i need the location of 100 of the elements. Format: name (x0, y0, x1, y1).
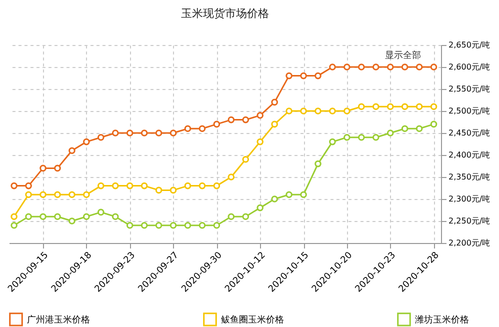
point (344, 64, 350, 70)
legend-label: 广州港玉米价格 (27, 314, 90, 326)
point (314, 108, 322, 114)
point (112, 182, 119, 190)
point (140, 182, 148, 190)
point (54, 213, 61, 220)
point (40, 213, 46, 220)
point (40, 191, 46, 198)
point (242, 156, 250, 163)
point (40, 164, 46, 172)
chart-title: 玉米现货市场价格 (181, 7, 269, 20)
point (54, 191, 61, 198)
point (358, 103, 365, 110)
point (401, 64, 408, 70)
point (228, 116, 235, 124)
point (256, 112, 264, 119)
point (155, 186, 162, 194)
point (184, 182, 192, 190)
point (271, 120, 278, 128)
point (430, 103, 438, 110)
point (256, 138, 264, 146)
point (271, 98, 278, 106)
point (213, 222, 220, 229)
point (10, 222, 18, 229)
point (155, 222, 162, 229)
point (386, 64, 394, 70)
point (430, 64, 438, 70)
point (329, 108, 336, 114)
y-tick-label: 2,250元/吨 (448, 216, 490, 226)
point (68, 147, 76, 154)
point (126, 130, 134, 136)
point (386, 130, 394, 136)
point (126, 182, 134, 190)
point (68, 191, 76, 198)
point (256, 204, 264, 212)
point (329, 64, 336, 70)
point (372, 134, 380, 141)
point (228, 213, 235, 220)
point (430, 120, 438, 128)
point (112, 213, 119, 220)
annotation: 显示全部 (385, 50, 421, 61)
y-tick-label: 2,200元/吨 (448, 238, 490, 248)
point (401, 103, 408, 110)
point (314, 72, 322, 80)
point (170, 130, 177, 136)
point (344, 134, 350, 141)
point (372, 64, 380, 70)
y-tick-label: 2,400元/吨 (448, 150, 490, 160)
legend-label: 鲅鱼圈玉米价格 (221, 314, 284, 326)
point (286, 72, 292, 80)
point (184, 125, 192, 132)
point (25, 182, 32, 190)
point (228, 174, 235, 180)
point (213, 120, 220, 128)
point (68, 218, 76, 224)
point (140, 130, 148, 136)
y-tick-label: 2,500元/吨 (448, 106, 490, 116)
y-tick-label: 2,300元/吨 (448, 194, 490, 204)
point (416, 125, 423, 132)
point (416, 103, 423, 110)
y-tick-label: 2,550元/吨 (448, 84, 490, 94)
point (358, 64, 365, 70)
point (170, 186, 177, 194)
point (25, 213, 32, 220)
point (198, 182, 206, 190)
y-tick-label: 2,600元/吨 (448, 62, 490, 72)
point (213, 182, 220, 190)
point (300, 72, 307, 80)
point (140, 222, 148, 229)
point (98, 208, 104, 216)
point (314, 160, 322, 168)
point (170, 222, 177, 229)
point (25, 191, 32, 198)
point (83, 191, 90, 198)
point (198, 125, 206, 132)
point (358, 134, 365, 141)
point (83, 213, 90, 220)
y-tick-label: 2,450元/吨 (448, 128, 490, 138)
point (300, 191, 307, 198)
point (98, 182, 104, 190)
point (198, 222, 206, 229)
point (112, 130, 119, 136)
point (54, 164, 61, 172)
point (344, 108, 350, 114)
point (98, 134, 104, 141)
legend-label: 潍坊玉米价格 (415, 314, 469, 326)
point (10, 182, 18, 190)
point (300, 108, 307, 114)
y-tick-label: 2,350元/吨 (448, 172, 490, 182)
point (372, 103, 380, 110)
point (416, 64, 423, 70)
point (184, 222, 192, 229)
point (271, 196, 278, 202)
point (242, 213, 250, 220)
point (242, 116, 250, 124)
point (386, 103, 394, 110)
point (329, 138, 336, 146)
point (286, 108, 292, 114)
point (83, 138, 90, 146)
point (10, 213, 18, 220)
